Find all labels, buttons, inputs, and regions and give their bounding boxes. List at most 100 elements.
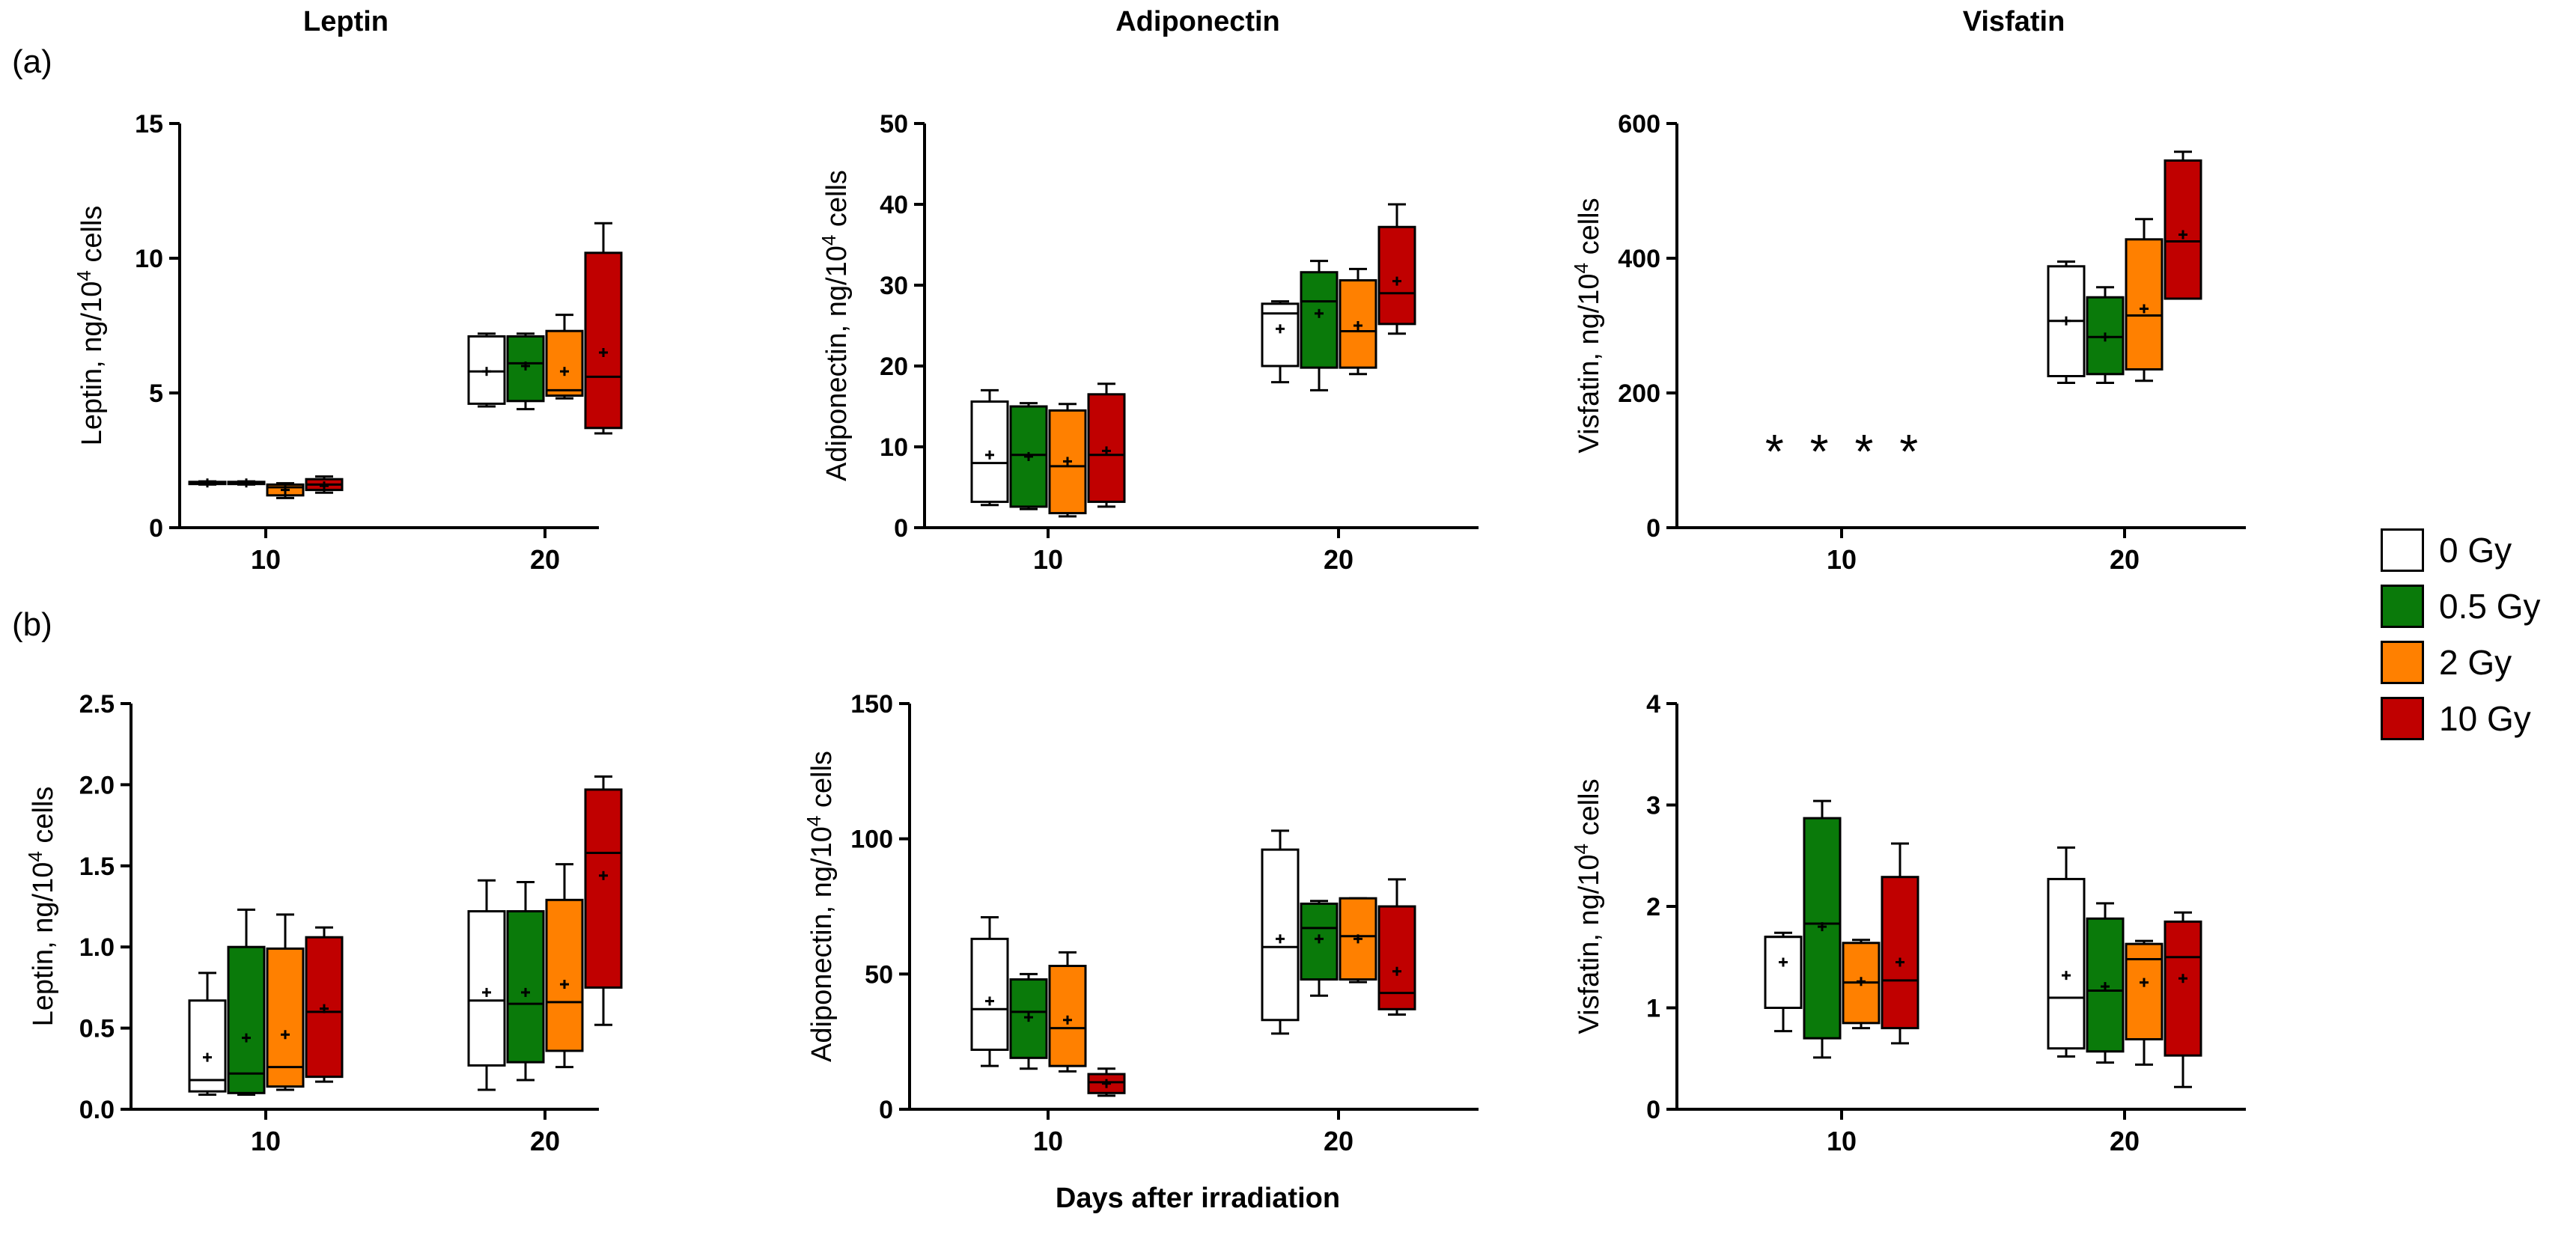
- box-10-gy-day10: [1881, 842, 1919, 1045]
- y-tick-label: 100: [850, 826, 893, 854]
- box-iqr: [2047, 877, 2086, 1050]
- box-2-gy-day10: [1048, 403, 1087, 518]
- box-iqr: [1300, 271, 1339, 369]
- box-iqr: [1377, 225, 1416, 326]
- legend-swatch-2gy: [2381, 641, 2424, 684]
- box-iqr: [506, 910, 545, 1064]
- plot-area: 0 200 400 600 Visfatin, ng/104 cells 10 20 * * * *: [1570, 110, 2246, 575]
- y-axis-label: Adiponectin, ng/104 cells: [803, 751, 838, 1062]
- asterisk-annotation: *: [1854, 424, 1873, 478]
- y-axis-label-main: Adiponectin, ng/10: [821, 246, 853, 481]
- y-axis-label-exponent: 4: [817, 235, 840, 246]
- box-0-5-gy-day20: [2086, 902, 2125, 1064]
- asterisk-annotation: *: [1765, 424, 1784, 478]
- box-2-gy-day10: [1048, 951, 1087, 1073]
- box-2-gy-day20: [545, 863, 584, 1069]
- y-axis-label-exponent: 4: [24, 851, 46, 862]
- box-2-gy-day20: [2125, 939, 2164, 1066]
- box-2-gy-day20: [1339, 897, 1377, 984]
- y-tick-label: 0: [1646, 1096, 1660, 1124]
- plot-area: 0 10 20 30 40 50 Adiponectin, ng/104 cells 10 20: [817, 110, 1479, 575]
- chart-a-visfatin: 0 200 400 600 Visfatin, ng/104 cells 10 20 * * * *: [1570, 110, 2246, 575]
- plot-area: 0 5 10 15 Leptin, ng/104 cells 10 20: [73, 110, 623, 575]
- box-0-gy-day20: [2047, 260, 2086, 384]
- y-axis-label-main: Visfatin, ng/10: [1574, 854, 1605, 1034]
- box-iqr: [266, 947, 305, 1088]
- box-0-5-gy-day10: [1009, 972, 1048, 1070]
- box-iqr: [1087, 393, 1126, 503]
- y-tick-label: 3: [1646, 792, 1660, 820]
- y-tick-label: 0: [149, 514, 163, 543]
- box-0-5-gy-day10: [227, 908, 266, 1096]
- box-2-gy-day20: [2125, 218, 2164, 382]
- row-label-a: (a): [12, 43, 52, 80]
- x-tick-label: 20: [2110, 1126, 2140, 1156]
- box-iqr: [2086, 917, 2125, 1053]
- y-tick-label: 2.0: [79, 771, 115, 799]
- plot-area: 0.0 0.5 1.0 1.5 2.0 2.5 Leptin, ng/104 cells 10…: [24, 690, 623, 1156]
- y-axis-label-exponent: 4: [73, 270, 95, 281]
- box-iqr: [227, 945, 266, 1094]
- box-0-gy-day10: [970, 915, 1009, 1067]
- y-axis-label-exponent: 4: [803, 816, 825, 826]
- y-axis-label: Visfatin, ng/104 cells: [1570, 198, 1605, 453]
- y-tick-label: 50: [865, 960, 893, 989]
- y-tick-label: 30: [880, 272, 908, 300]
- y-tick-label: 400: [1618, 245, 1660, 273]
- y-axis-label-exponent: 4: [1570, 263, 1592, 273]
- legend-item-0gy: 0 Gy: [2381, 524, 2575, 576]
- column-title-visfatin: Visfatin: [1962, 6, 2065, 37]
- box-2-gy-day10: [266, 913, 305, 1091]
- x-tick-label: 20: [1324, 1126, 1354, 1156]
- box-0-5-gy-day20: [506, 880, 545, 1082]
- box-2-gy-day10: [1842, 939, 1881, 1030]
- legend-label-0gy: 0 Gy: [2439, 531, 2512, 570]
- box-0-5-gy-day20: [1300, 260, 1339, 391]
- box-10-gy-day20: [1377, 203, 1416, 335]
- legend-item-2gy: 2 Gy: [2381, 636, 2575, 689]
- box-0-gy-day20: [467, 332, 506, 408]
- box-10-gy-day20: [584, 775, 623, 1026]
- box-iqr: [545, 898, 584, 1052]
- y-axis-label-main: Adiponectin, ng/10: [806, 826, 838, 1062]
- plot-area: 0 50 100 150 Adiponectin, ng/104 cells 10 20: [803, 690, 1479, 1156]
- y-tick-label: 1.0: [79, 933, 115, 962]
- chart-b-adiponectin: 0 50 100 150 Adiponectin, ng/104 cells 10 20: [803, 690, 1479, 1156]
- box-iqr: [467, 335, 506, 405]
- y-tick-label: 1: [1646, 995, 1660, 1023]
- y-tick-label: 0.5: [79, 1015, 115, 1043]
- box-0-gy-day20: [2047, 846, 2086, 1058]
- y-tick-label: 0: [879, 1096, 893, 1124]
- y-tick-label: 150: [850, 690, 893, 719]
- x-tick-label: 10: [1033, 1126, 1063, 1156]
- y-tick-label: 20: [880, 353, 908, 381]
- row-label-b: (b): [12, 606, 52, 643]
- y-tick-label: 2.5: [79, 690, 115, 719]
- legend-item-0-5gy: 0.5 Gy: [2381, 580, 2575, 632]
- chart-b-leptin: 0.0 0.5 1.0 1.5 2.0 2.5 Leptin, ng/104 cells 10…: [24, 690, 623, 1156]
- y-axis-label-unit: cells: [76, 206, 108, 271]
- box-0-gy-day10: [188, 972, 227, 1096]
- y-axis-label: Leptin, ng/104 cells: [73, 206, 108, 446]
- y-axis-label-main: Leptin, ng/10: [28, 862, 59, 1027]
- x-tick-label: 10: [1827, 544, 1857, 575]
- y-axis-label-exponent: 4: [1570, 844, 1592, 854]
- box-0-gy-day10: [188, 478, 227, 488]
- box-2-gy-day20: [1339, 267, 1377, 376]
- y-tick-label: 40: [880, 191, 908, 219]
- legend-swatch-10gy: [2381, 697, 2424, 740]
- box-iqr: [188, 999, 227, 1093]
- y-tick-label: 15: [135, 110, 163, 138]
- box-iqr: [2164, 159, 2202, 300]
- chart-a-leptin: 0 5 10 15 Leptin, ng/104 cells 10 20: [73, 110, 623, 575]
- box-0-5-gy-day10: [227, 478, 266, 488]
- box-0-gy-day20: [467, 879, 506, 1091]
- box-0-gy-day20: [1261, 829, 1300, 1035]
- y-tick-label: 0.0: [79, 1096, 115, 1124]
- box-10-gy-day10: [305, 475, 344, 494]
- y-axis-label-main: Visfatin, ng/10: [1574, 273, 1605, 453]
- x-tick-label: 20: [1324, 544, 1354, 575]
- box-0-gy-day20: [1261, 300, 1300, 384]
